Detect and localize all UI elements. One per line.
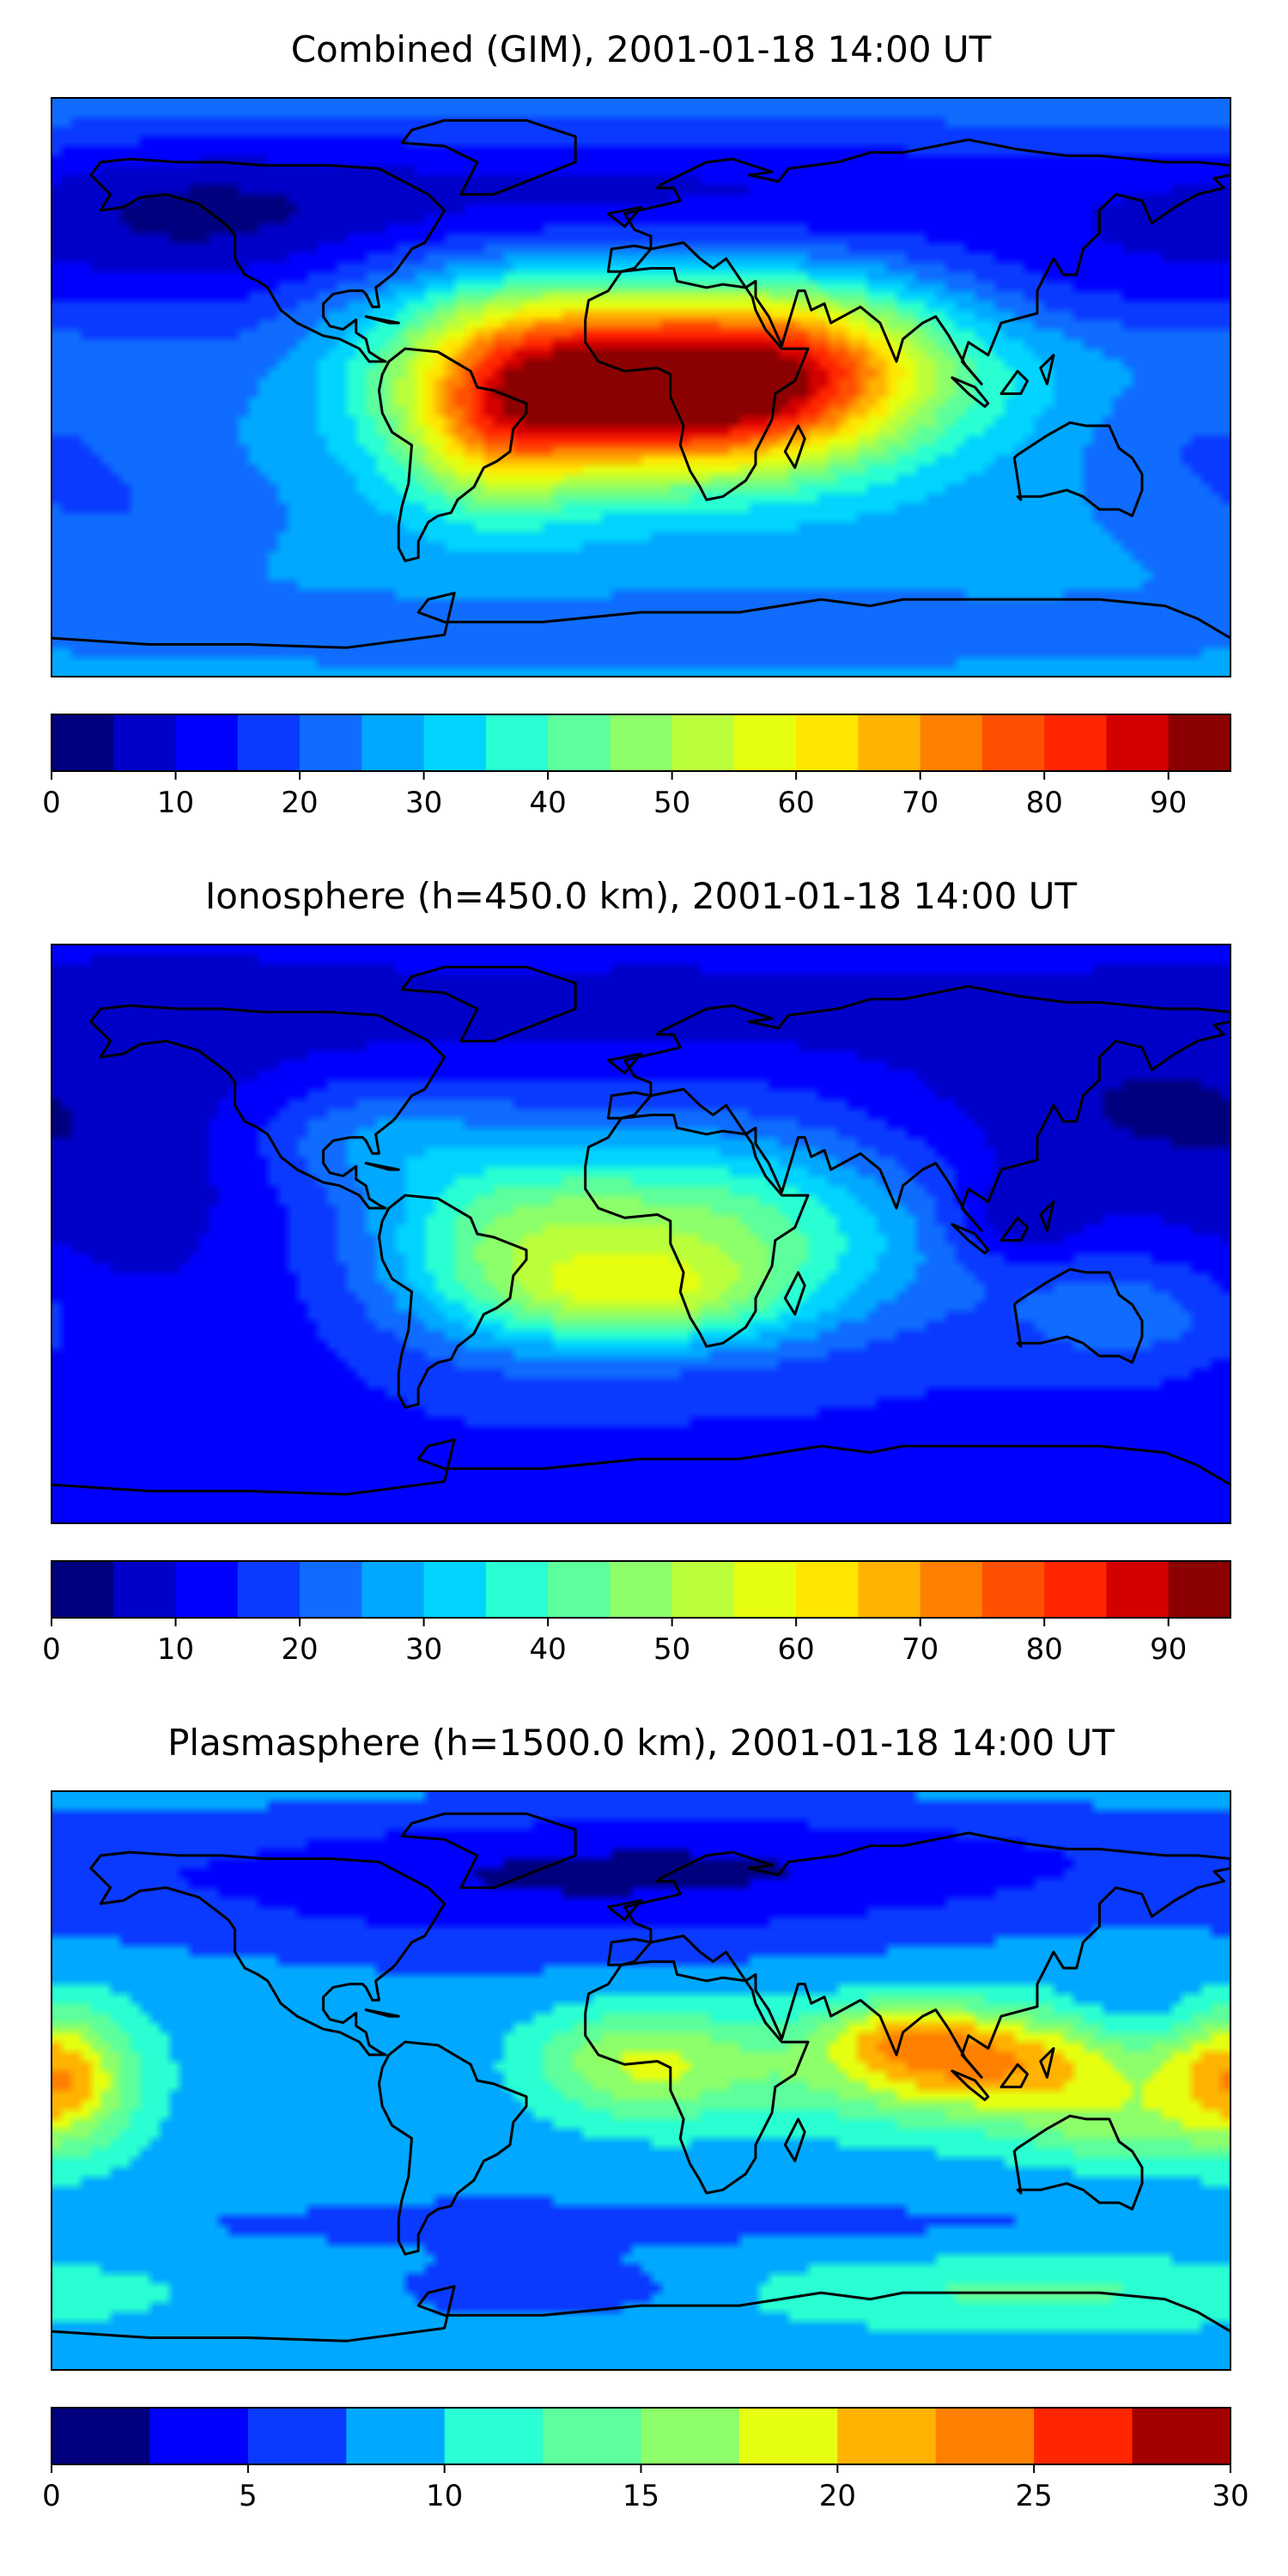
colorbar-swatch — [175, 714, 239, 771]
colorbar-swatch — [346, 2408, 446, 2464]
colorbar-swatch — [671, 714, 735, 771]
colorbar-swatch — [485, 714, 549, 771]
colorbar-swatch — [361, 714, 425, 771]
colorbar-swatch — [113, 1561, 177, 1618]
colorbar-swatch — [548, 714, 611, 771]
colorbar-swatch — [361, 1561, 425, 1618]
panel-0: Combined (GIM), 2001-01-18 14:00 UT 0 10 20… — [42, 28, 1231, 820]
colorbar-tick-label: 80 — [1026, 1632, 1063, 1667]
colorbar-tick-label: 20 — [281, 1632, 318, 1667]
colorbar-swatch — [300, 1561, 362, 1618]
contour-field — [52, 98, 1230, 677]
colorbar-swatch — [149, 2408, 249, 2464]
colorbar-swatch — [423, 1561, 487, 1618]
colorbar-swatch — [920, 1561, 983, 1618]
colorbar-swatch — [300, 714, 362, 771]
map-area — [52, 945, 1230, 1523]
colorbar-tick-label: 20 — [819, 2479, 856, 2513]
colorbar-swatch — [738, 2408, 838, 2464]
colorbar-swatch — [1168, 1561, 1231, 1618]
colorbar-swatch — [733, 1561, 797, 1618]
panel-1: Ionosphere (h=450.0 km), 2001-01-18 14:0… — [42, 875, 1231, 1667]
colorbar-swatch — [444, 2408, 544, 2464]
panel-title: Plasmasphere (h=1500.0 km), 2001-01-18 1… — [167, 1722, 1115, 1764]
colorbar-swatch — [548, 1561, 611, 1618]
colorbar-swatch — [610, 714, 673, 771]
colorbar-tick-label: 5 — [239, 2479, 258, 2513]
colorbar-tick-label: 40 — [529, 786, 566, 820]
colorbar-swatch — [1106, 714, 1170, 771]
colorbar-swatch — [1044, 714, 1108, 771]
colorbar-swatch — [485, 1561, 549, 1618]
colorbar-tick-label: 60 — [778, 786, 815, 820]
colorbar-frame — [51, 1560, 1231, 1619]
colorbar-swatch — [981, 714, 1045, 771]
colorbar-swatch — [52, 2408, 151, 2464]
colorbar-tick-label: 70 — [902, 786, 939, 820]
colorbar-tick-label: 40 — [529, 1632, 566, 1667]
contour-field — [52, 1791, 1230, 2370]
colorbar-swatch — [796, 1561, 860, 1618]
colorbar-swatch — [1132, 2408, 1231, 2464]
colorbar-tick-label: 10 — [426, 2479, 463, 2513]
map-area — [52, 1791, 1230, 2370]
colorbar-tick-label: 0 — [42, 2479, 61, 2513]
colorbar-swatch — [671, 1561, 735, 1618]
colorbar-swatch — [610, 1561, 673, 1618]
colorbar-tick-label: 60 — [778, 1632, 815, 1667]
colorbar: 0 5 10 15 20 25 30 — [42, 2407, 1249, 2513]
map-frame — [51, 97, 1231, 677]
colorbar: 0 10 20 30 40 50 60 70 80 90 — [42, 714, 1231, 820]
colorbar-tick-label: 10 — [157, 786, 194, 820]
colorbar-swatch — [113, 714, 177, 771]
contour-field — [52, 945, 1230, 1523]
colorbar-swatch — [858, 1561, 921, 1618]
colorbar-tick-label: 10 — [157, 1632, 194, 1667]
colorbar-swatch — [247, 2408, 347, 2464]
colorbar-tick-label: 90 — [1150, 1632, 1187, 1667]
colorbar-swatch — [52, 714, 114, 771]
colorbar-tick-label: 30 — [405, 1632, 442, 1667]
colorbar-tick-label: 50 — [653, 1632, 690, 1667]
colorbar-swatch — [837, 2408, 937, 2464]
colorbar-tick-label: 90 — [1150, 786, 1187, 820]
colorbar-tick-label: 50 — [653, 786, 690, 820]
map-frame — [51, 944, 1231, 1524]
colorbar-swatch — [920, 714, 983, 771]
colorbar-swatch — [237, 1561, 301, 1618]
colorbar-swatch — [733, 714, 797, 771]
colorbar-tick-label: 25 — [1016, 2479, 1053, 2513]
colorbar-tick-label: 80 — [1026, 786, 1063, 820]
colorbar-swatch — [796, 714, 860, 771]
colorbar-swatch — [1044, 1561, 1108, 1618]
map-area — [52, 98, 1230, 677]
colorbar-swatch — [1168, 714, 1231, 771]
colorbar: 0 10 20 30 40 50 60 70 80 90 — [42, 1560, 1231, 1667]
colorbar-swatch — [858, 714, 921, 771]
colorbar-tick-label: 15 — [623, 2479, 659, 2513]
colorbar-swatch — [1034, 2408, 1133, 2464]
colorbar-tick-label: 0 — [42, 786, 61, 820]
colorbar-swatch — [641, 2408, 740, 2464]
colorbar-tick-label: 0 — [42, 1632, 61, 1667]
panel-title: Combined (GIM), 2001-01-18 14:00 UT — [291, 28, 992, 70]
colorbar-swatch — [175, 1561, 239, 1618]
colorbar-swatch — [981, 1561, 1045, 1618]
colorbar-swatch — [237, 714, 301, 771]
colorbar-swatch — [52, 1561, 114, 1618]
colorbar-tick-label: 30 — [405, 786, 442, 820]
colorbar-tick-label: 30 — [1212, 2479, 1249, 2513]
colorbar-swatch — [1106, 1561, 1170, 1618]
panel-title: Ionosphere (h=450.0 km), 2001-01-18 14:0… — [205, 875, 1078, 917]
map-frame — [51, 1790, 1231, 2371]
colorbar-tick-label: 70 — [902, 1632, 939, 1667]
colorbar-frame — [51, 714, 1231, 772]
colorbar-swatch — [935, 2408, 1035, 2464]
panel-2: Plasmasphere (h=1500.0 km), 2001-01-18 1… — [42, 1722, 1249, 2513]
colorbar-swatch — [543, 2408, 642, 2464]
colorbar-tick-label: 20 — [281, 786, 318, 820]
colorbar-swatch — [423, 714, 487, 771]
